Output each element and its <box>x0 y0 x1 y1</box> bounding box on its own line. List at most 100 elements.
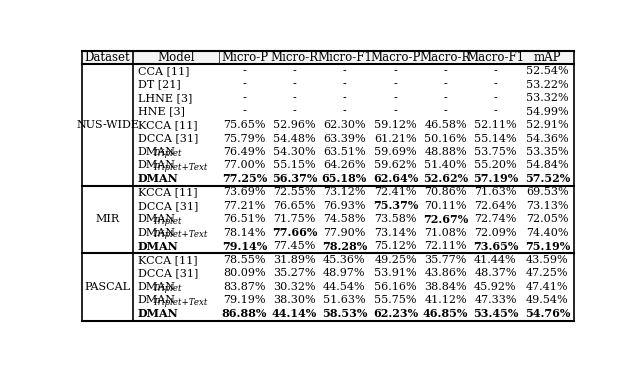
Text: -: - <box>243 80 246 89</box>
Text: 76.49%: 76.49% <box>223 147 266 157</box>
Text: 47.41%: 47.41% <box>526 282 568 292</box>
Text: 80.09%: 80.09% <box>223 268 266 278</box>
Text: 73.65%: 73.65% <box>473 241 518 252</box>
Text: 77.00%: 77.00% <box>223 161 266 170</box>
Text: 72.41%: 72.41% <box>374 188 417 197</box>
Text: 74.58%: 74.58% <box>323 215 365 224</box>
Text: DMAN: DMAN <box>138 241 179 252</box>
Text: Model: Model <box>157 51 195 64</box>
Text: 55.20%: 55.20% <box>474 161 517 170</box>
Text: 52.54%: 52.54% <box>526 66 569 76</box>
Text: 75.19%: 75.19% <box>525 241 570 252</box>
Text: 72.74%: 72.74% <box>474 215 516 224</box>
Text: 63.51%: 63.51% <box>323 147 365 157</box>
Text: 71.63%: 71.63% <box>474 188 516 197</box>
Text: DT [21]: DT [21] <box>138 80 180 89</box>
Text: Triplet+Text: Triplet+Text <box>152 230 208 239</box>
Text: 49.54%: 49.54% <box>526 295 569 306</box>
Text: Macro-P: Macro-P <box>371 51 421 64</box>
Text: 53.35%: 53.35% <box>526 147 569 157</box>
Text: -: - <box>394 93 397 103</box>
Text: 52.96%: 52.96% <box>273 120 316 130</box>
Text: -: - <box>493 80 497 89</box>
Text: DMAN: DMAN <box>138 295 176 306</box>
Text: Macro-R: Macro-R <box>420 51 471 64</box>
Text: 46.58%: 46.58% <box>424 120 467 130</box>
Text: 51.63%: 51.63% <box>323 295 365 306</box>
Text: DCCA [31]: DCCA [31] <box>138 201 198 211</box>
Text: 72.05%: 72.05% <box>526 215 568 224</box>
Text: Macro-F1: Macro-F1 <box>467 51 525 64</box>
Text: -: - <box>292 107 296 116</box>
Text: DMAN: DMAN <box>138 228 176 238</box>
Text: LHNE [3]: LHNE [3] <box>138 93 192 103</box>
Text: -: - <box>444 80 447 89</box>
Text: -: - <box>342 66 346 76</box>
Text: DMAN: DMAN <box>138 161 176 170</box>
Text: Triplet+Text: Triplet+Text <box>152 163 208 172</box>
Text: 69.53%: 69.53% <box>526 188 569 197</box>
Text: NUS-WIDE: NUS-WIDE <box>76 120 139 130</box>
Text: 47.25%: 47.25% <box>526 268 568 278</box>
Text: 62.64%: 62.64% <box>373 173 419 184</box>
Text: -: - <box>292 93 296 103</box>
Text: Triplet: Triplet <box>152 149 182 158</box>
Text: -: - <box>493 66 497 76</box>
Text: 72.11%: 72.11% <box>424 241 467 251</box>
Text: -: - <box>292 66 296 76</box>
Text: -: - <box>243 107 246 116</box>
Text: 53.91%: 53.91% <box>374 268 417 278</box>
Text: HNE [3]: HNE [3] <box>138 107 185 116</box>
Text: 86.88%: 86.88% <box>222 308 268 319</box>
Text: -: - <box>243 93 246 103</box>
Text: 45.92%: 45.92% <box>474 282 517 292</box>
Text: 57.19%: 57.19% <box>473 173 518 184</box>
Text: 30.32%: 30.32% <box>273 282 316 292</box>
Text: 75.79%: 75.79% <box>223 134 266 143</box>
Text: -: - <box>444 107 447 116</box>
Text: 72.09%: 72.09% <box>474 228 516 238</box>
Text: 76.51%: 76.51% <box>223 215 266 224</box>
Text: 52.11%: 52.11% <box>474 120 517 130</box>
Text: 71.75%: 71.75% <box>273 215 316 224</box>
Text: 44.14%: 44.14% <box>272 308 317 319</box>
Text: 72.67%: 72.67% <box>423 214 468 225</box>
Text: 45.36%: 45.36% <box>323 255 365 265</box>
Text: 54.48%: 54.48% <box>273 134 316 143</box>
Text: 31.89%: 31.89% <box>273 255 316 265</box>
Text: 48.88%: 48.88% <box>424 147 467 157</box>
Text: 77.25%: 77.25% <box>222 173 267 184</box>
Text: 72.64%: 72.64% <box>474 201 516 211</box>
Text: 57.52%: 57.52% <box>525 173 570 184</box>
Text: 41.12%: 41.12% <box>424 295 467 306</box>
Text: 62.30%: 62.30% <box>323 120 365 130</box>
Text: 53.45%: 53.45% <box>473 308 518 319</box>
Text: 63.39%: 63.39% <box>323 134 365 143</box>
Text: Triplet+Text: Triplet+Text <box>152 297 208 307</box>
Text: 38.30%: 38.30% <box>273 295 316 306</box>
Text: 75.37%: 75.37% <box>373 200 419 211</box>
Text: 55.14%: 55.14% <box>474 134 517 143</box>
Text: 78.28%: 78.28% <box>322 241 367 252</box>
Bar <box>83 51 573 64</box>
Text: 59.12%: 59.12% <box>374 120 417 130</box>
Text: 78.14%: 78.14% <box>223 228 266 238</box>
Text: -: - <box>342 93 346 103</box>
Text: 43.59%: 43.59% <box>526 255 569 265</box>
Text: Triplet: Triplet <box>152 217 182 226</box>
Text: mAP: mAP <box>534 51 561 64</box>
Text: -: - <box>444 93 447 103</box>
Text: 73.12%: 73.12% <box>323 188 365 197</box>
Text: 54.99%: 54.99% <box>526 107 569 116</box>
Text: 72.55%: 72.55% <box>273 188 316 197</box>
Text: Triplet: Triplet <box>152 284 182 293</box>
Text: 58.53%: 58.53% <box>322 308 367 319</box>
Text: 56.37%: 56.37% <box>272 173 317 184</box>
Text: 61.21%: 61.21% <box>374 134 417 143</box>
Text: 76.65%: 76.65% <box>273 201 316 211</box>
Text: 75.65%: 75.65% <box>223 120 266 130</box>
Text: 49.25%: 49.25% <box>374 255 417 265</box>
Text: KCCA [11]: KCCA [11] <box>138 188 198 197</box>
Text: 70.11%: 70.11% <box>424 201 467 211</box>
Text: 79.14%: 79.14% <box>222 241 267 252</box>
